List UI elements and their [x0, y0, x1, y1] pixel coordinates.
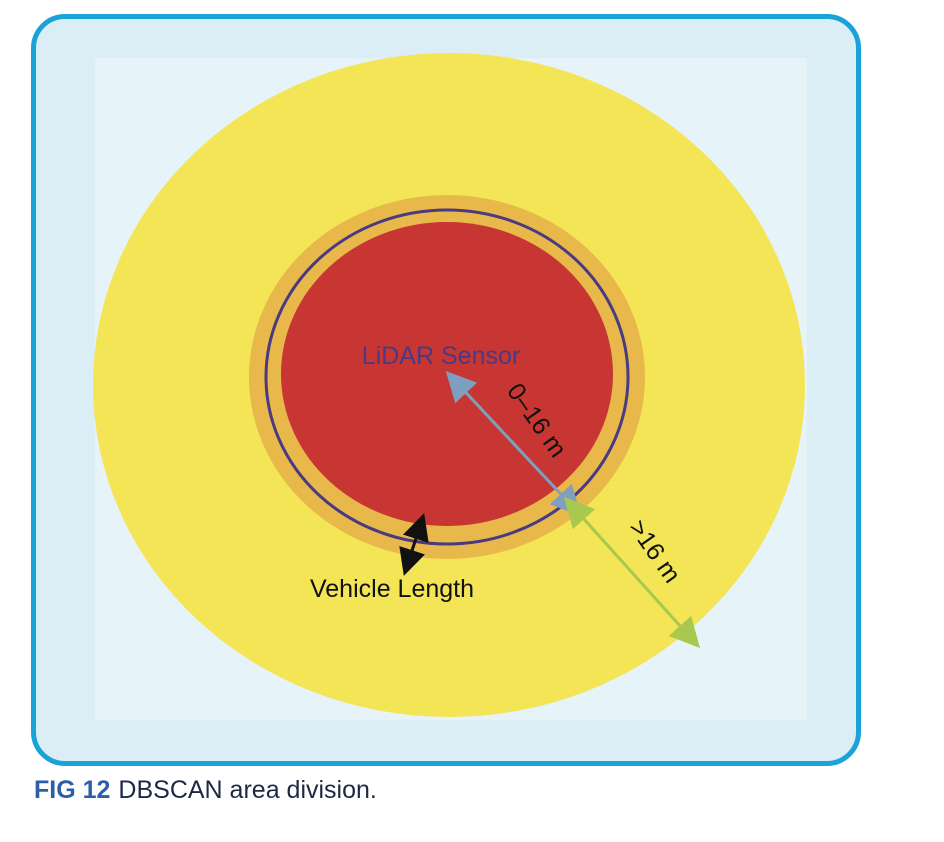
inner-zone [281, 222, 613, 526]
sensor-label: LiDAR Sensor [362, 342, 520, 370]
vehicle-length-arrow [399, 513, 429, 576]
vehicle-length-label: Vehicle Length [310, 575, 474, 603]
inner-range-arrow [445, 371, 582, 516]
boundary-line [264, 208, 630, 546]
caption-text: DBSCAN area division. [118, 776, 377, 804]
figure-caption: FIG 12 DBSCAN area division. [34, 776, 377, 805]
caption-label: FIG 12 [34, 776, 111, 804]
outer-range-arrow [563, 496, 701, 649]
